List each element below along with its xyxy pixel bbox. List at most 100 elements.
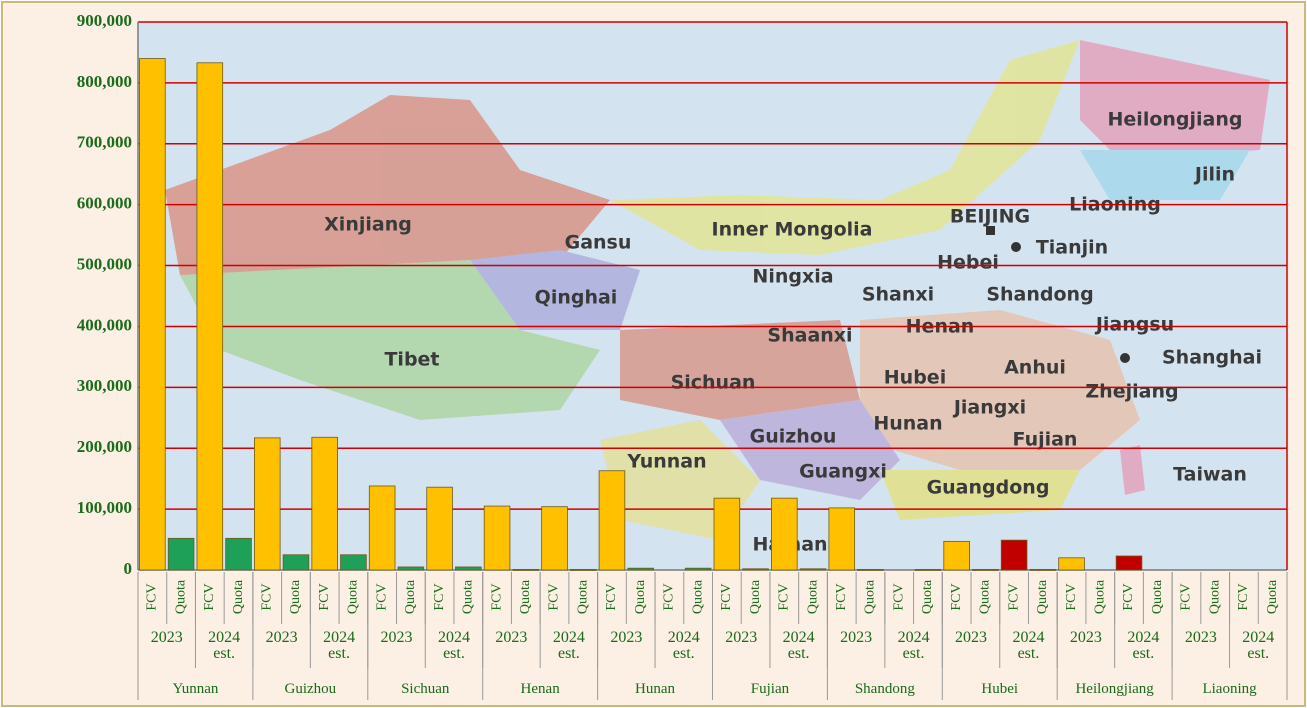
bar	[771, 497, 798, 571]
map-label: Taiwan	[1173, 464, 1247, 486]
series-label: FCV	[891, 583, 906, 610]
map-label: Hunan	[873, 413, 942, 435]
map-label: Sichuan	[671, 372, 756, 394]
map-shapes	[165, 40, 1270, 540]
bar	[541, 506, 568, 571]
bar	[598, 470, 626, 571]
x-tick-label: 2024 est.	[323, 629, 356, 662]
x-tick-label: 2023	[610, 629, 643, 646]
x-tick-label: 2024 est.	[437, 629, 470, 662]
x-tick-label: 2023	[150, 629, 183, 646]
series-label: Quota	[346, 579, 361, 614]
x-tick-label: 2024 est.	[1242, 629, 1275, 662]
bar	[627, 567, 654, 571]
map-label: Xinjiang	[324, 214, 412, 236]
series-label: FCV	[317, 583, 332, 610]
series-label: Quota	[1035, 579, 1050, 614]
y-tick-label: 900,000	[77, 11, 132, 30]
series-label: FCV	[374, 583, 389, 610]
region	[880, 470, 1080, 520]
map-label: Gansu	[565, 232, 632, 254]
y-tick-label: 0	[124, 559, 133, 578]
x-tick-label: 2023	[840, 629, 873, 646]
bar	[512, 568, 540, 571]
bar	[225, 537, 252, 571]
series-label: Quota	[1093, 579, 1108, 614]
x-tick-label: 2023	[1184, 629, 1217, 646]
x-tick-label: 2024 est.	[1127, 629, 1160, 662]
series-label: FCV	[777, 583, 792, 610]
bar	[167, 537, 195, 571]
x-tick-label: 2024 est.	[782, 629, 815, 662]
map-label: Ningxia	[752, 266, 833, 288]
map-label: Hebei	[937, 252, 999, 274]
y-tick-label: 300,000	[77, 376, 132, 395]
map-label: Guangxi	[799, 461, 887, 483]
group-label: Liaoning	[1202, 681, 1257, 697]
map-label: Shanghai	[1162, 347, 1262, 369]
city-marker	[1120, 353, 1130, 363]
group-label: Hunan	[635, 681, 676, 697]
bar	[569, 568, 597, 571]
bar	[253, 437, 281, 571]
series-label: Quota	[231, 579, 246, 614]
bar	[1115, 555, 1143, 571]
x-tick-label: 2023	[725, 629, 758, 646]
map-label: Guangdong	[927, 477, 1050, 499]
series-label: FCV	[1179, 583, 1194, 610]
x-tick-label: 2024 est.	[1012, 629, 1045, 662]
region	[1080, 150, 1250, 200]
region	[620, 320, 860, 420]
series-label: Quota	[805, 579, 820, 614]
y-tick-label: 800,000	[77, 72, 132, 91]
series-label: FCV	[1064, 583, 1079, 610]
map-label: Yunnan	[626, 451, 706, 473]
x-tick-label: 2023	[955, 629, 988, 646]
series-label: FCV	[1236, 583, 1251, 610]
group-label: Heilongjiang	[1075, 681, 1154, 697]
series-label: Quota	[978, 579, 993, 614]
y-tick-label: 200,000	[77, 437, 132, 456]
series-label: Quota	[288, 579, 303, 614]
map-label: Guizhou	[750, 426, 837, 448]
bar	[972, 568, 999, 571]
x-tick-label: 2024 est.	[208, 629, 241, 662]
map-label: Hubei	[884, 367, 946, 389]
region	[610, 40, 1080, 255]
series-label: Quota	[461, 579, 476, 614]
region	[1080, 40, 1270, 160]
series-label: FCV	[259, 583, 274, 610]
series-label: FCV	[489, 583, 504, 610]
series-label: FCV	[719, 583, 734, 610]
region	[860, 310, 1140, 470]
bar	[1000, 539, 1028, 571]
bar	[455, 566, 482, 571]
map-label: Jilin	[1193, 164, 1235, 186]
map-label: Shaanxi	[767, 325, 852, 347]
series-label: Quota	[748, 579, 763, 614]
bar	[311, 436, 338, 571]
city-marker	[1011, 242, 1021, 252]
map-label: Jiangxi	[952, 397, 1026, 419]
map-label: Fujian	[1013, 429, 1078, 451]
series-label: FCV	[1121, 583, 1136, 610]
map-label: Tibet	[384, 349, 439, 371]
group-label: Guizhou	[284, 681, 337, 697]
bar	[340, 554, 367, 571]
bar	[943, 540, 970, 571]
y-tick-label: 100,000	[77, 498, 132, 517]
series-label: FCV	[662, 583, 677, 610]
series-label: Quota	[690, 579, 705, 614]
map-label: BEIJING	[950, 206, 1030, 228]
series-label: FCV	[1006, 583, 1021, 610]
bar	[1029, 568, 1057, 571]
bar	[282, 554, 310, 571]
bar	[742, 568, 769, 571]
series-label: Quota	[1207, 579, 1222, 614]
region	[165, 95, 610, 280]
y-tick-label: 500,000	[77, 254, 132, 273]
series-label: Quota	[863, 579, 878, 614]
series-label: Quota	[1150, 579, 1165, 614]
bar	[828, 507, 856, 571]
